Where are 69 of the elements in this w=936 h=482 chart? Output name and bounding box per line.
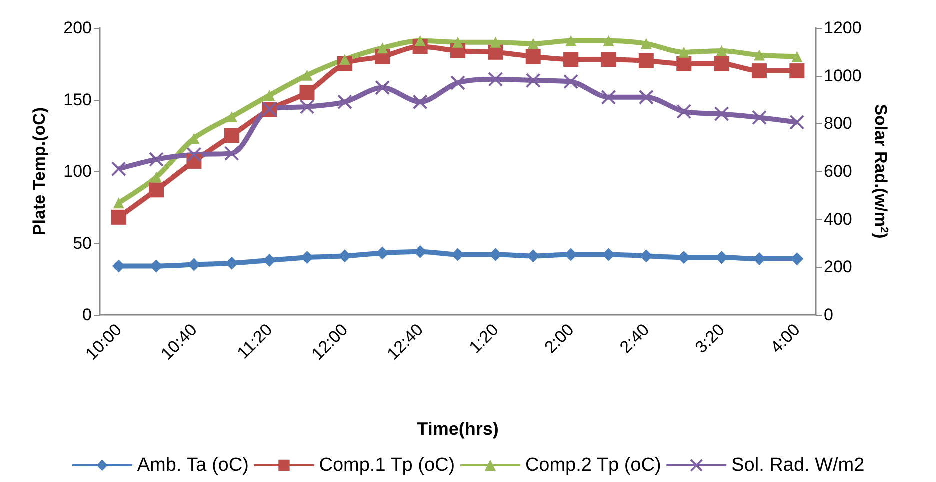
x-tick-label: 4:00 xyxy=(767,320,804,358)
y2-tick-label: 800 xyxy=(824,114,852,134)
y-tick-label: 0 xyxy=(82,306,92,324)
point xyxy=(676,104,692,120)
x-axis-title: Time(hrs) xyxy=(417,419,499,439)
point xyxy=(149,182,164,198)
y2-tick-label: 1200 xyxy=(824,18,862,38)
y-tick-label: 200 xyxy=(64,18,92,38)
point xyxy=(149,152,164,168)
point xyxy=(300,85,315,100)
legend-label: Comp.1 Tp (oC) xyxy=(319,455,456,476)
point xyxy=(716,45,728,56)
y-tick-label: 150 xyxy=(64,90,92,110)
x-tick-label: 3:20 xyxy=(692,320,729,358)
y2-tick-label: 1000 xyxy=(824,66,862,86)
legend-label: Amb. Ta (oC) xyxy=(137,455,249,476)
point xyxy=(264,90,276,101)
point xyxy=(566,35,577,46)
point xyxy=(490,36,502,48)
point xyxy=(488,72,504,87)
point xyxy=(151,172,162,183)
legend-label: Comp.2 Tp (oC) xyxy=(525,455,662,476)
point xyxy=(224,128,240,144)
y2-tick-label: 0 xyxy=(824,306,834,324)
point xyxy=(375,80,390,96)
point xyxy=(450,76,466,91)
point xyxy=(526,73,541,88)
point xyxy=(792,51,803,62)
point xyxy=(526,49,541,64)
point xyxy=(714,106,730,122)
point xyxy=(224,146,240,162)
point xyxy=(752,64,767,79)
point xyxy=(676,56,692,72)
point xyxy=(226,111,238,122)
y2-tick-label: 200 xyxy=(824,258,852,277)
point xyxy=(564,74,579,90)
point xyxy=(452,248,464,262)
point xyxy=(678,46,690,58)
point xyxy=(300,99,315,114)
point xyxy=(790,114,805,130)
point xyxy=(528,38,539,50)
point xyxy=(638,54,654,69)
y-tick-label: 50 xyxy=(73,234,92,253)
y-axis-title: Plate Temp.(oC) xyxy=(30,107,49,236)
point xyxy=(302,70,313,81)
y2-axis-title: Solar Rad.(w/m2) xyxy=(872,104,891,239)
point xyxy=(414,35,426,46)
y2-tick-label: 600 xyxy=(824,162,852,181)
legend-label: Sol. Rad. W/m2 xyxy=(732,455,865,476)
point xyxy=(186,147,202,162)
point xyxy=(564,52,579,68)
point xyxy=(111,162,126,177)
point xyxy=(111,210,126,225)
point xyxy=(638,90,654,105)
y-tick-label: 100 xyxy=(64,162,92,181)
point xyxy=(603,35,614,46)
point xyxy=(601,52,616,68)
point xyxy=(113,198,124,209)
point xyxy=(640,38,652,50)
y2-tick-label: 400 xyxy=(824,210,852,229)
point xyxy=(412,94,428,110)
point xyxy=(754,50,765,61)
point xyxy=(790,64,805,79)
point xyxy=(337,94,352,110)
point xyxy=(452,36,464,48)
point xyxy=(377,42,388,54)
point xyxy=(714,56,730,72)
point xyxy=(752,110,767,126)
point xyxy=(601,90,616,105)
